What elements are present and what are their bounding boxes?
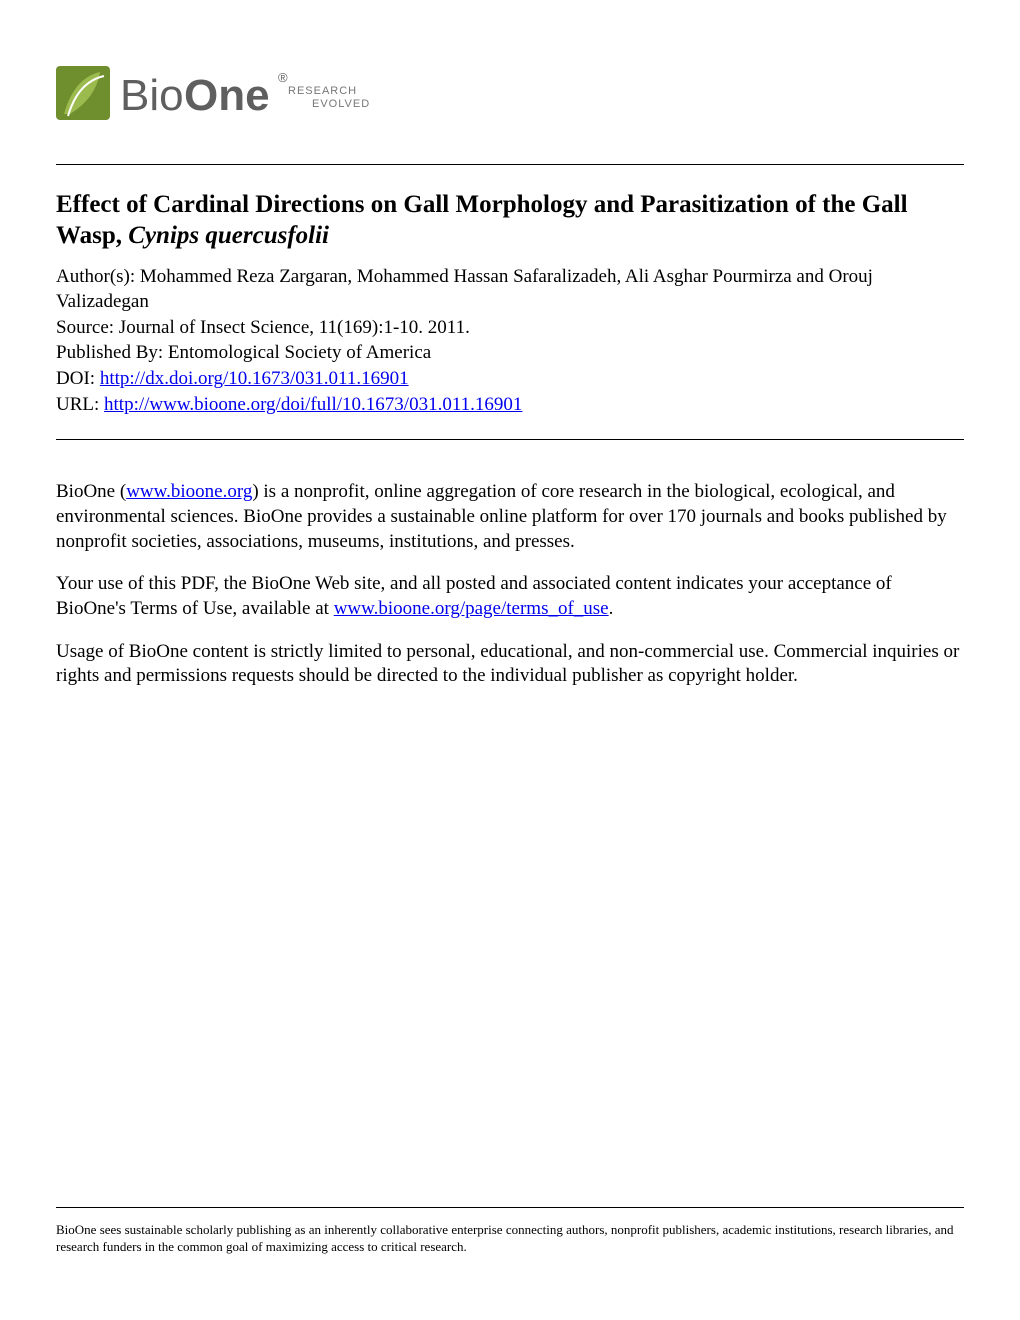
mid-divider (56, 439, 964, 440)
bioone-logo-svg: Bio One ® RESEARCH EVOLVED (56, 58, 386, 136)
publisher-label: Published By: (56, 342, 168, 363)
terms-of-use-link[interactable]: www.bioone.org/page/terms_of_use (334, 598, 609, 619)
source-label: Source: (56, 317, 119, 338)
publisher-logo: Bio One ® RESEARCH EVOLVED (56, 58, 964, 136)
top-divider (56, 164, 964, 165)
url-label: URL: (56, 394, 104, 415)
about-p1-pre: BioOne ( (56, 481, 126, 502)
about-paragraph-1: BioOne (www.bioone.org) is a nonprofit, … (56, 480, 964, 554)
authors-value: Mohammed Reza Zargaran, Mohammed Hassan … (56, 266, 873, 313)
authors-line: Author(s): Mohammed Reza Zargaran, Moham… (56, 264, 964, 315)
about-bioone: BioOne (www.bioone.org) is a nonprofit, … (56, 480, 964, 689)
bioone-home-link[interactable]: www.bioone.org (126, 481, 252, 502)
doi-label: DOI: (56, 368, 100, 389)
doi-link[interactable]: http://dx.doi.org/10.1673/031.011.16901 (100, 368, 409, 389)
source-line: Source: Journal of Insect Science, 11(16… (56, 315, 964, 341)
doi-line: DOI: http://dx.doi.org/10.1673/031.011.1… (56, 366, 964, 392)
article-title-block: Effect of Cardinal Directions on Gall Mo… (56, 189, 964, 252)
publisher-line: Published By: Entomological Society of A… (56, 340, 964, 366)
logo-text-bio: Bio (120, 71, 184, 120)
footer: BioOne sees sustainable scholarly publis… (56, 1207, 964, 1256)
logo-tagline-evolved: EVOLVED (312, 98, 370, 110)
publisher-value: Entomological Society of America (168, 342, 431, 363)
footer-text: BioOne sees sustainable scholarly publis… (56, 1222, 964, 1256)
authors-label: Author(s): (56, 266, 140, 287)
bottom-divider (56, 1207, 964, 1208)
source-value: Journal of Insect Science, 11(169):1-10.… (119, 317, 470, 338)
about-p2-post: . (609, 598, 614, 619)
url-link[interactable]: http://www.bioone.org/doi/full/10.1673/0… (104, 394, 522, 415)
about-paragraph-3: Usage of BioOne content is strictly limi… (56, 640, 964, 689)
logo-tagline-research: RESEARCH (288, 85, 357, 97)
article-metadata: Author(s): Mohammed Reza Zargaran, Moham… (56, 264, 964, 418)
article-title-italic: Cynips quercusfolii (128, 222, 329, 249)
logo-text-one: One (184, 71, 270, 120)
article-title: Effect of Cardinal Directions on Gall Mo… (56, 189, 964, 252)
url-line: URL: http://www.bioone.org/doi/full/10.1… (56, 392, 964, 418)
logo-registered: ® (278, 70, 288, 85)
about-paragraph-2: Your use of this PDF, the BioOne Web sit… (56, 572, 964, 621)
